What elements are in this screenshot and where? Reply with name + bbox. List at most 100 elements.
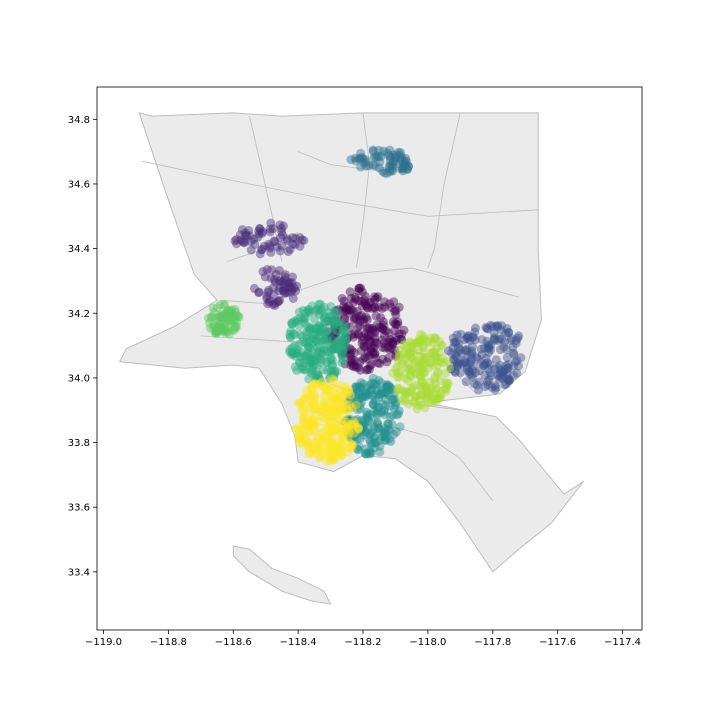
data-point — [336, 445, 346, 455]
data-point — [413, 400, 423, 410]
data-point — [333, 443, 343, 453]
data-point — [324, 416, 334, 426]
data-point — [309, 334, 319, 343]
basemap-layer — [118, 112, 584, 605]
data-point — [216, 310, 226, 319]
data-point — [342, 443, 352, 452]
data-point — [352, 363, 362, 372]
data-point — [255, 223, 265, 233]
data-point — [320, 432, 330, 442]
data-point — [385, 164, 395, 174]
data-point — [368, 145, 378, 155]
data-point — [332, 317, 342, 327]
data-point — [285, 345, 295, 355]
cluster-series — [340, 373, 405, 459]
data-point — [363, 347, 373, 357]
data-point — [231, 322, 241, 332]
data-point — [400, 396, 410, 406]
data-point — [356, 423, 365, 433]
data-point — [289, 329, 299, 338]
data-point — [502, 323, 512, 333]
data-point — [394, 384, 404, 394]
x-tick-label: −118.0 — [409, 637, 446, 648]
data-point — [441, 377, 451, 387]
data-point — [388, 394, 398, 404]
data-point — [445, 363, 455, 373]
data-point — [430, 333, 440, 342]
data-point — [348, 440, 358, 450]
data-point — [301, 338, 310, 348]
data-point — [420, 381, 430, 391]
data-point — [336, 451, 346, 461]
data-point — [378, 427, 388, 437]
data-point — [372, 293, 382, 303]
data-point — [361, 329, 371, 339]
data-point — [345, 416, 355, 426]
data-point — [362, 353, 372, 363]
data-point — [396, 148, 406, 157]
data-point — [348, 389, 358, 399]
data-point — [367, 385, 376, 394]
data-point — [327, 455, 337, 465]
data-point — [226, 313, 236, 323]
data-point — [309, 361, 319, 371]
data-point — [276, 233, 286, 243]
data-point — [345, 287, 355, 297]
data-point — [390, 153, 400, 163]
data-point — [329, 376, 339, 386]
data-point — [470, 335, 480, 345]
data-point — [275, 295, 285, 305]
data-point — [357, 424, 367, 434]
data-point — [322, 383, 331, 393]
data-point — [460, 335, 470, 345]
data-point — [315, 353, 325, 363]
data-point — [216, 323, 226, 333]
data-point — [232, 239, 242, 249]
data-point — [316, 435, 326, 445]
data-point — [330, 318, 340, 328]
data-point — [466, 357, 476, 367]
data-point — [372, 409, 381, 418]
data-point — [249, 283, 259, 293]
data-point — [327, 404, 337, 414]
data-point — [272, 242, 282, 252]
data-point — [288, 343, 297, 353]
data-point — [246, 245, 256, 255]
data-point — [360, 352, 370, 362]
data-point — [288, 294, 298, 303]
cluster-series — [249, 265, 302, 310]
data-point — [321, 404, 331, 414]
data-point — [325, 323, 334, 333]
data-point — [324, 374, 334, 384]
data-point — [425, 358, 435, 368]
data-point — [317, 428, 327, 438]
data-point — [498, 367, 508, 377]
data-point — [367, 385, 377, 395]
data-point — [342, 423, 352, 433]
data-point — [316, 348, 326, 358]
data-point — [483, 377, 493, 387]
data-point — [398, 340, 408, 350]
data-point — [413, 358, 423, 368]
data-point — [447, 364, 457, 374]
data-point — [360, 154, 370, 164]
data-point — [291, 234, 300, 243]
data-point — [309, 389, 319, 399]
data-point — [319, 436, 329, 446]
data-point — [322, 402, 332, 412]
boundary-line — [427, 112, 461, 269]
data-point — [319, 401, 329, 411]
data-point — [346, 433, 356, 443]
data-point — [330, 403, 340, 413]
data-point — [411, 392, 420, 402]
data-point — [206, 312, 216, 322]
data-point — [346, 294, 356, 303]
data-point — [374, 389, 384, 399]
data-point — [405, 337, 415, 347]
data-point — [430, 379, 440, 389]
data-point — [346, 443, 356, 453]
data-point — [305, 357, 315, 367]
data-point — [318, 323, 328, 333]
data-point — [366, 448, 376, 458]
data-point — [349, 298, 358, 307]
